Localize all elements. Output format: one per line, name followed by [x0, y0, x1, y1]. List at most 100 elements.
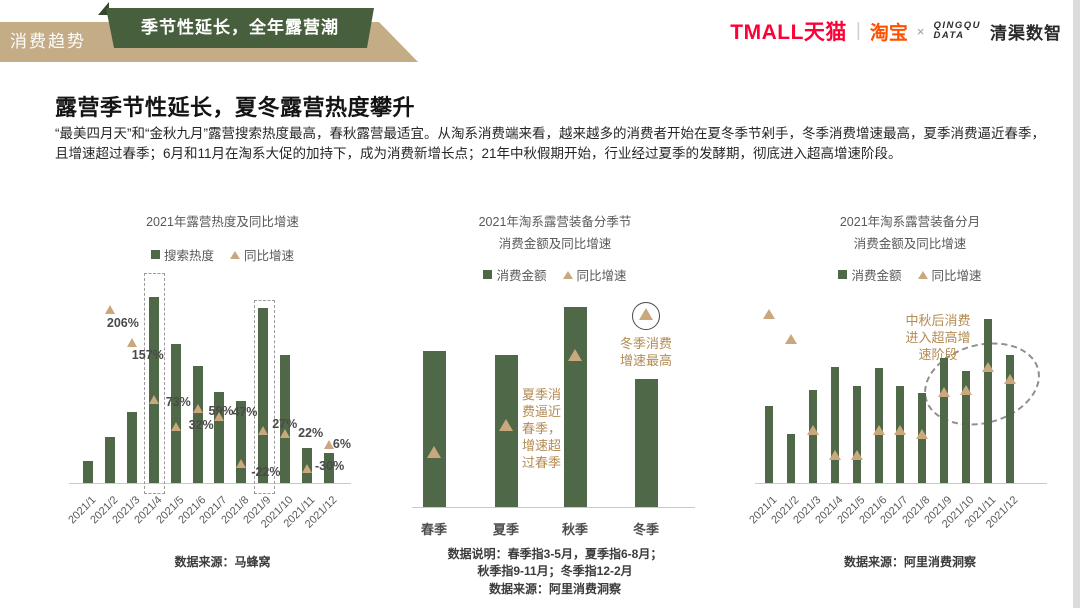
- cross-icon: ×: [916, 23, 925, 39]
- legend-marker-label: 同比增速: [576, 269, 627, 283]
- growth-marker: [982, 362, 994, 373]
- bar-2021/5: [852, 386, 861, 483]
- bar-2021/4: [148, 297, 159, 483]
- highlight-circle-winter: [632, 302, 660, 330]
- x-axis-label: 春季: [420, 522, 447, 537]
- bar-2021/2: [104, 436, 115, 483]
- chart-title: 2021年露营热度及同比增速: [146, 215, 299, 229]
- chart-title-line1: 2021年淘系露营装备分月: [839, 215, 981, 229]
- chart-monthly-spend: 2021年淘系露营装备分月 消费金额及同比增速 消费金额 同比增速 中秋后消费进…: [747, 205, 1065, 590]
- bar-春季: [422, 351, 446, 507]
- growth-label: 27%: [272, 416, 298, 431]
- growth-marker: [280, 429, 291, 439]
- bar-2021/10: [962, 371, 971, 483]
- legend-marker-swatch: [917, 270, 928, 279]
- chart-camping-search-heat: 2021年露营热度及同比增速 搜索热度 同比增速 2021/1 2021/2 202…: [55, 205, 390, 590]
- qingqu-logo-line2: DATA: [933, 30, 965, 41]
- legend-bar-swatch: [150, 250, 160, 259]
- bar-2021/3: [126, 412, 137, 483]
- chart-title-line2: 消费金额及同比增速: [853, 237, 967, 251]
- qingqu-logo-line1: QINGQU: [933, 20, 981, 32]
- chart-title-line1: 2021年淘系露营装备分季节: [478, 215, 632, 229]
- footnote-line2: 秋季指9-11月；冬季指12-2月: [477, 564, 633, 579]
- plot-area: 夏季消费逼近春季，增速超过春季 冬季消费增速最高 春季 夏季 秋季 冬季: [410, 205, 700, 597]
- logo-bar: TMALL天猫 | 淘宝 × QINGQU DATA 清渠数智: [730, 16, 1062, 46]
- growth-marker: [806, 424, 819, 435]
- legend-bar-swatch: [838, 270, 848, 279]
- bar-2021/5: [170, 343, 181, 483]
- bar-2021/3: [808, 389, 817, 483]
- growth-label: 206%: [106, 315, 139, 330]
- highlight-box-september: [254, 300, 275, 494]
- plot-area: 2021/1 2021/2 2021/3 2021/4 2021/5 2021/6 2021…: [55, 205, 390, 590]
- taobao-logo: 淘宝: [869, 22, 908, 44]
- growth-label: 47%: [232, 405, 258, 420]
- page-title: 露营季节性延长，夏冬露营热度攀升: [55, 95, 416, 120]
- legend-bar-swatch: [483, 270, 493, 279]
- qingqu-data-logo: QINGQU DATA: [933, 21, 981, 41]
- logo-divider: |: [855, 20, 861, 41]
- legend-marker-swatch: [230, 250, 240, 259]
- growth-marker: [214, 412, 225, 422]
- growth-marker: [850, 449, 863, 460]
- growth-marker: [258, 425, 269, 435]
- growth-marker: [148, 394, 159, 404]
- footnote-line1: 数据说明：春季指3-5月，夏季指6-8月；: [447, 547, 663, 561]
- growth-marker: [170, 422, 181, 432]
- growth-label: 6%: [332, 436, 351, 451]
- growth-marker: [192, 404, 203, 414]
- chart-legend: 消费金额 同比增速: [755, 265, 1065, 284]
- bar-2021/12: [323, 453, 334, 483]
- x-axis-label: 冬季: [632, 522, 659, 537]
- chart-legend: 消费金额 同比增速: [410, 265, 700, 284]
- x-axis-label: 秋季: [561, 522, 588, 537]
- growth-marker: [1003, 373, 1016, 384]
- slide-edge: [1073, 0, 1080, 608]
- growth-label: 73%: [165, 394, 191, 409]
- chart-legend: 搜索热度 同比增速: [55, 245, 390, 264]
- growth-label: 32%: [188, 418, 214, 433]
- bar-2021/4: [830, 366, 839, 483]
- bar-2021/9: [258, 308, 269, 483]
- tmall-logo: TMALL天猫: [730, 21, 847, 44]
- growth-marker: [894, 424, 907, 435]
- chart-seasonal-spend: 2021年淘系露营装备分季节 消费金额及同比增速 消费金额 同比增速 夏季消费逼…: [410, 205, 700, 597]
- legend-bar-label: 搜索热度: [163, 249, 214, 263]
- source-note: 数据来源：阿里消费洞察: [843, 555, 976, 569]
- bar-2021/12: [1005, 355, 1014, 483]
- chart-title-line2: 消费金额及同比增速: [498, 237, 612, 251]
- bar-夏季: [494, 355, 518, 507]
- legend-bar-label: 消费金额: [496, 269, 547, 283]
- bar-2021/1: [765, 405, 773, 483]
- growth-label: 22%: [298, 426, 324, 441]
- bar-2021/1: [83, 460, 93, 483]
- footnotes: 数据说明：春季指3-5月，夏季指6-8月； 秋季指9-11月；冬季指12-2月 …: [410, 546, 700, 598]
- section-label: 消费趋势: [10, 32, 86, 51]
- highlight-box-april: [144, 273, 165, 494]
- growth-marker: [499, 419, 513, 431]
- bar-2021/6: [192, 365, 203, 483]
- growth-marker: [236, 458, 247, 468]
- growth-marker: [104, 304, 115, 314]
- bar-2021/8: [236, 401, 247, 483]
- legend-bar-label: 消费金额: [851, 269, 902, 283]
- growth-marker: [763, 308, 775, 319]
- growth-label: -22%: [251, 464, 281, 479]
- footnote-line3: 数据来源：阿里消费洞察: [488, 581, 621, 596]
- bar-2021/10: [280, 354, 291, 483]
- plot-area: 中秋后消费进入超高增速阶段 2021/1 2021/2 2021/3 2021/4 20…: [747, 205, 1065, 590]
- intro-paragraph: “最美四月天”和“金秋九月”露营搜索热度最高，春秋露营最适宜。从淘系消费端来看，…: [55, 126, 1045, 162]
- growth-label: 157%: [131, 348, 164, 363]
- bar-2021/11: [984, 319, 992, 483]
- growth-marker: [938, 386, 951, 397]
- topic-banner-label: 季节性延长，全年露营潮: [141, 18, 339, 37]
- growth-marker: [639, 308, 653, 321]
- growth-marker: [427, 445, 441, 458]
- legend-marker-label: 同比增速: [931, 269, 982, 283]
- annotation-winter: 冬季消费增速最高: [620, 336, 673, 368]
- growth-marker: [872, 424, 885, 435]
- growth-label: -30%: [315, 459, 345, 474]
- legend-marker-label: 同比增速: [244, 249, 295, 263]
- bar-2021/9: [940, 358, 949, 483]
- growth-marker: [323, 439, 334, 449]
